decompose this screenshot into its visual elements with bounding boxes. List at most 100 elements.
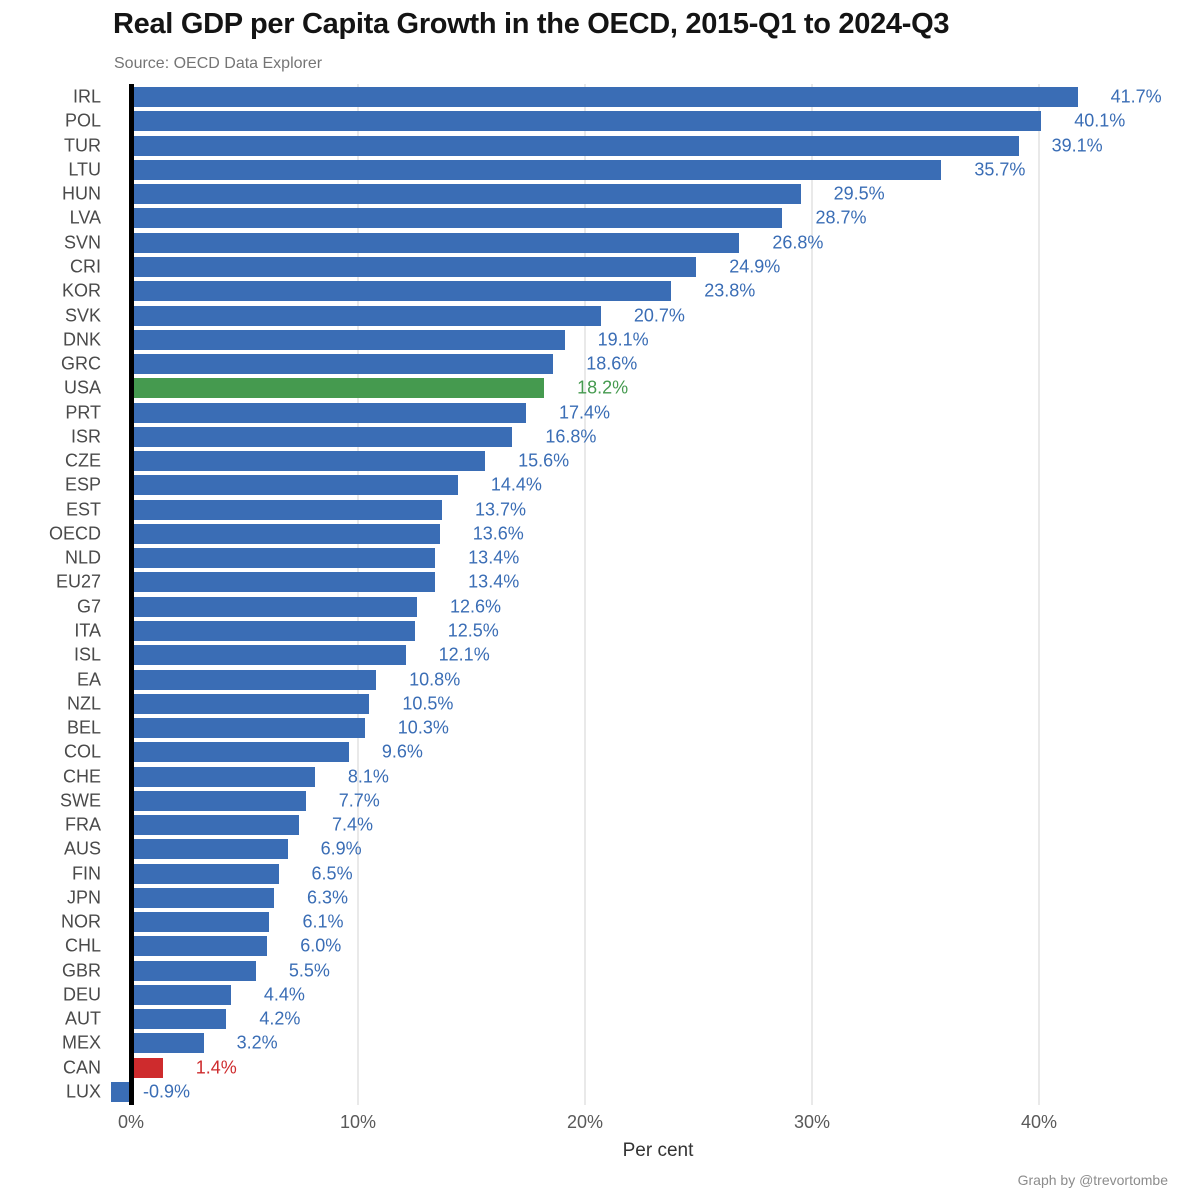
bar-ITA: [131, 620, 415, 641]
value-label-POL: 40.1%: [1074, 110, 1126, 131]
value-label-NZL: 10.5%: [402, 693, 454, 714]
country-label-PRT: PRT: [65, 402, 101, 423]
bar-SWE: [131, 790, 306, 811]
value-label-DNK: 19.1%: [597, 329, 649, 350]
value-label-MEX: 3.2%: [236, 1032, 278, 1053]
x-axis-label: Per cent: [622, 1140, 694, 1161]
chart-subtitle: Source: OECD Data Explorer: [114, 55, 323, 72]
country-label-LUX: LUX: [65, 1081, 101, 1102]
value-label-NLD: 13.4%: [468, 547, 520, 568]
value-label-SVN: 26.8%: [772, 232, 824, 253]
bar-row-FRA: FRA 7.4%: [0, 813, 1200, 837]
bar-row-OECD: OECD 13.6%: [0, 522, 1200, 546]
country-label-MEX: MEX: [61, 1032, 101, 1053]
value-label-LTU: 35.7%: [974, 159, 1026, 180]
bar-DEU: [131, 984, 231, 1005]
x-tick-0pct: 0%: [117, 1112, 145, 1132]
bar-LUX: [110, 1082, 131, 1103]
bar-NZL: [131, 693, 370, 714]
value-label-IRL: 41.7%: [1110, 86, 1162, 107]
country-label-IRL: IRL: [72, 86, 101, 107]
bar-NLD: [131, 548, 436, 569]
bar-ISL: [131, 645, 406, 666]
bar-row-LUX: LUX -0.9%: [0, 1080, 1200, 1104]
bar-KOR: [131, 281, 672, 302]
bar-SVK: [131, 305, 601, 326]
bar-row-NOR: NOR 6.1%: [0, 910, 1200, 934]
country-label-AUT: AUT: [65, 1008, 101, 1029]
bar-row-GBR: GBR 5.5%: [0, 959, 1200, 983]
bar-row-ESP: ESP 14.4%: [0, 473, 1200, 497]
value-label-BEL: 10.3%: [397, 717, 449, 738]
bar-row-EA: EA 10.8%: [0, 667, 1200, 691]
bar-POL: [131, 111, 1042, 132]
bar-row-AUS: AUS 6.9%: [0, 837, 1200, 861]
country-label-DNK: DNK: [62, 329, 101, 350]
value-label-SVK: 20.7%: [633, 305, 685, 326]
value-label-CHE: 8.1%: [347, 766, 389, 787]
bar-COL: [131, 742, 349, 763]
bar-JPN: [131, 887, 274, 908]
bar-row-CZE: CZE 15.6%: [0, 449, 1200, 473]
bar-row-PRT: PRT 17.4%: [0, 400, 1200, 424]
bar-LTU: [131, 159, 942, 180]
bar-MEX: [131, 1033, 204, 1054]
chart-title: Real GDP per Capita Growth in the OECD, …: [113, 8, 950, 40]
bar-HUN: [131, 184, 801, 205]
value-label-CHL: 6.0%: [300, 935, 342, 956]
country-label-SVN: SVN: [63, 232, 101, 253]
value-label-G7: 12.6%: [450, 596, 502, 617]
bar-PRT: [131, 402, 526, 423]
value-label-AUT: 4.2%: [259, 1008, 301, 1029]
country-label-NLD: NLD: [64, 547, 101, 568]
bar-DNK: [131, 329, 565, 350]
value-label-NOR: 6.1%: [302, 911, 344, 932]
bar-GRC: [131, 354, 554, 375]
country-label-CAN: CAN: [62, 1057, 101, 1078]
bar-row-LVA: LVA 28.7%: [0, 206, 1200, 230]
bar-row-AUT: AUT 4.2%: [0, 1007, 1200, 1031]
bar-row-LTU: LTU 35.7%: [0, 158, 1200, 182]
country-label-LVA: LVA: [69, 207, 101, 228]
bar-row-ITA: ITA 12.5%: [0, 619, 1200, 643]
country-label-SVK: SVK: [64, 305, 101, 326]
bar-row-SWE: SWE 7.7%: [0, 789, 1200, 813]
x-tick-20pct: 20%: [566, 1112, 604, 1132]
bar-row-SVN: SVN 26.8%: [0, 231, 1200, 255]
bar-ESP: [131, 475, 458, 496]
value-label-TUR: 39.1%: [1051, 135, 1103, 156]
value-label-FRA: 7.4%: [331, 814, 373, 835]
bar-row-EU27: EU27 13.4%: [0, 570, 1200, 594]
bar-row-TUR: TUR 39.1%: [0, 134, 1200, 158]
attribution: Graph by @trevortombe: [1017, 1172, 1168, 1188]
bar-NOR: [131, 912, 270, 933]
bar-row-ISR: ISR 16.8%: [0, 425, 1200, 449]
bar-GBR: [131, 960, 256, 981]
bar-EU27: [131, 572, 436, 593]
country-label-POL: POL: [64, 110, 101, 131]
gridline-10pct: [357, 84, 359, 1105]
country-label-EU27: EU27: [55, 571, 101, 592]
country-label-FIN: FIN: [72, 863, 101, 884]
country-label-G7: G7: [76, 596, 101, 617]
country-label-ISL: ISL: [73, 644, 101, 665]
bar-CZE: [131, 451, 486, 472]
country-label-HUN: HUN: [62, 183, 101, 204]
value-label-OECD: 13.6%: [472, 523, 524, 544]
bar-BEL: [131, 718, 365, 739]
value-label-COL: 9.6%: [381, 741, 423, 762]
bar-TUR: [131, 135, 1019, 156]
bar-USA: [131, 378, 545, 399]
bar-CRI: [131, 256, 697, 277]
value-label-DEU: 4.4%: [263, 984, 305, 1005]
value-label-EA: 10.8%: [409, 669, 461, 689]
value-label-ISR: 16.8%: [545, 426, 597, 447]
country-label-DEU: DEU: [62, 984, 101, 1005]
x-tick-40pct: 40%: [1020, 1112, 1058, 1132]
value-label-KOR: 23.8%: [704, 280, 756, 301]
bar-row-FIN: FIN 6.5%: [0, 862, 1200, 886]
country-label-ISR: ISR: [70, 426, 101, 447]
country-label-OECD: OECD: [48, 523, 101, 544]
value-label-EU27: 13.4%: [468, 571, 520, 592]
value-label-JPN: 6.3%: [307, 887, 349, 908]
